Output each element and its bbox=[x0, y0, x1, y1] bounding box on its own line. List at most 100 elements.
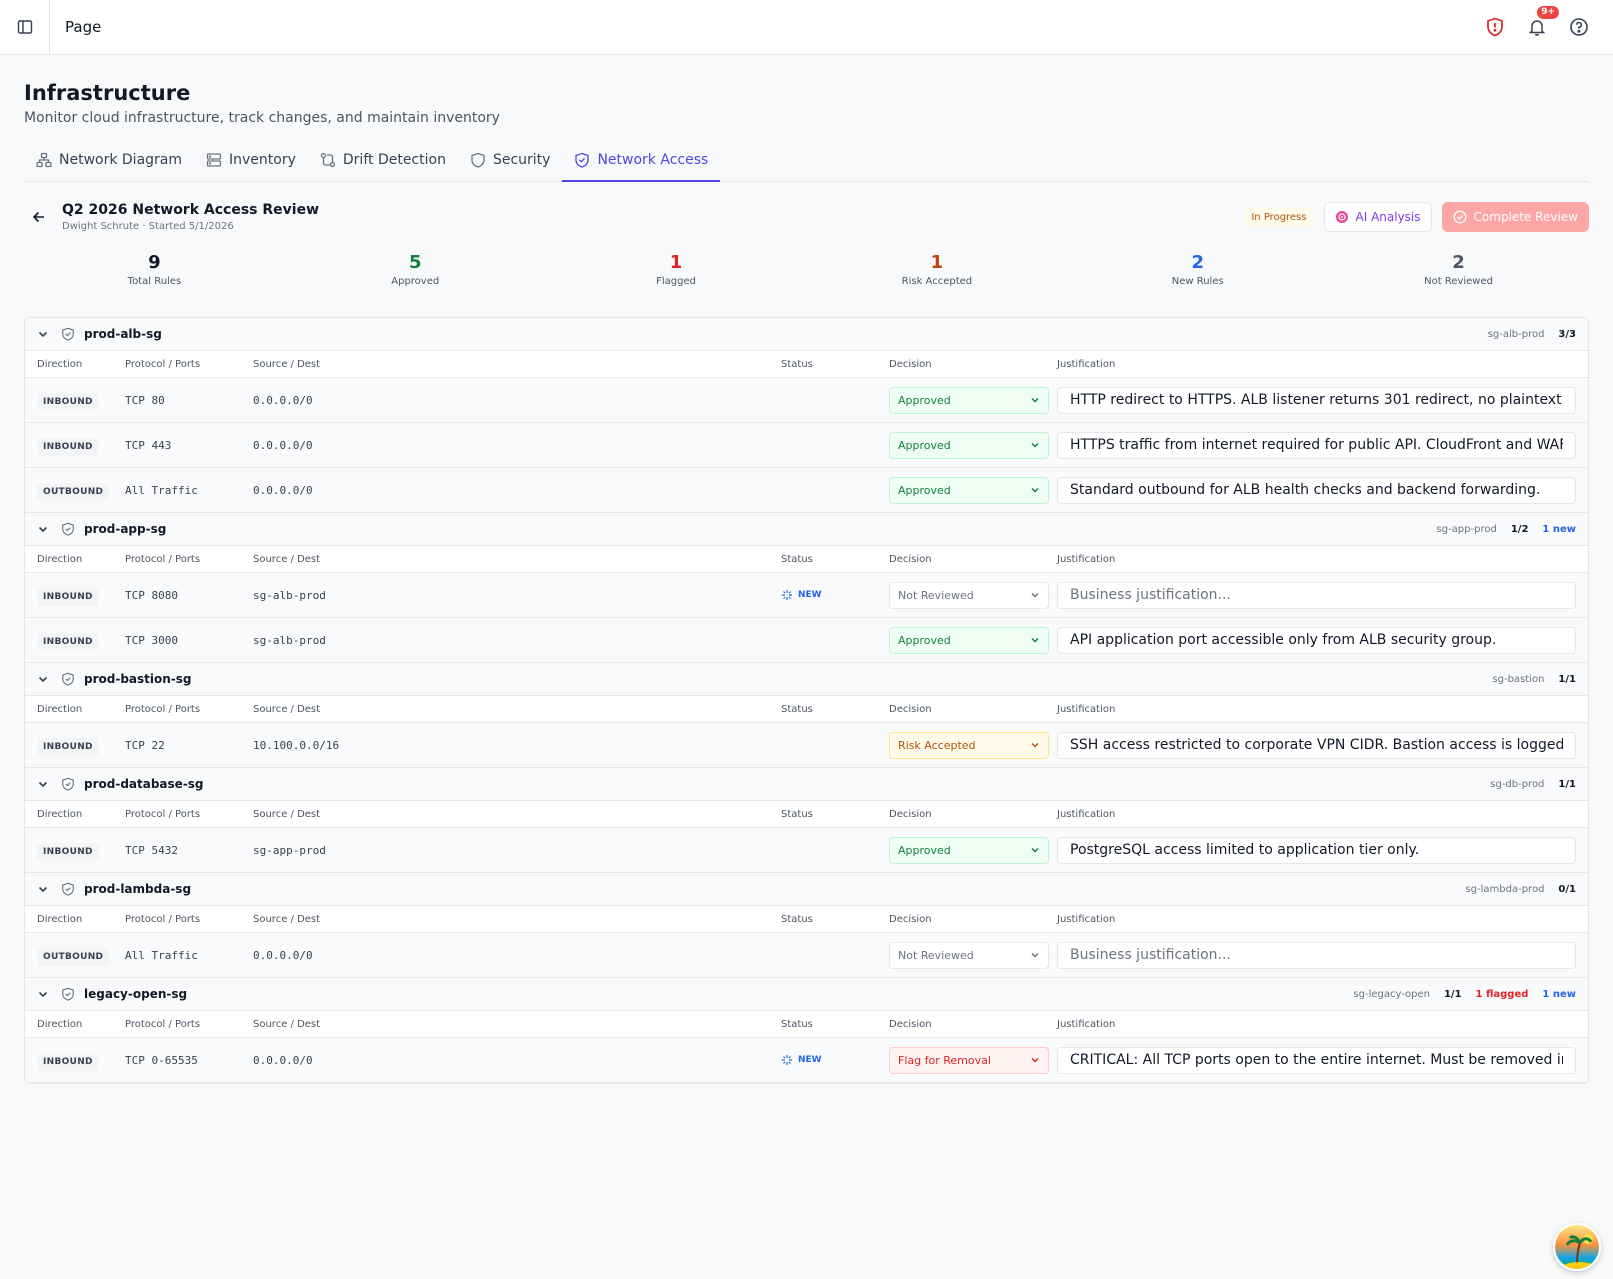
back-button[interactable] bbox=[24, 202, 54, 232]
rule-protocol: TCP 5432 bbox=[125, 843, 178, 857]
rule-row: INBOUND TCP 3000 sg-alb-prod Approved bbox=[25, 618, 1588, 663]
tab-drift-detection[interactable]: Drift Detection bbox=[308, 140, 458, 182]
group-shield bbox=[61, 987, 75, 1001]
security-group-list: prod-alb-sg sg-alb-prod 3/3 Direction Protoc… bbox=[24, 317, 1589, 1084]
group-shield bbox=[61, 327, 75, 341]
group-shield bbox=[61, 522, 75, 536]
tab-inventory[interactable]: Inventory bbox=[194, 140, 308, 182]
col-decision: Decision bbox=[889, 1018, 932, 1030]
justification-input[interactable] bbox=[1057, 941, 1576, 969]
security-group-header[interactable]: prod-app-sg sg-app-prod 1/2 1 new bbox=[25, 513, 1588, 546]
tab-network-access[interactable]: Network Access bbox=[562, 140, 721, 182]
chevron-down-icon bbox=[1031, 952, 1039, 958]
stat-label: Flagged bbox=[656, 276, 696, 287]
col-direction: Direction bbox=[37, 1018, 83, 1030]
decision-select[interactable]: Approved bbox=[889, 386, 1049, 414]
col-justification: Justification bbox=[1057, 913, 1116, 925]
security-group-header[interactable]: prod-bastion-sg sg-bastion 1/1 bbox=[25, 663, 1588, 696]
tab-label: Network Access bbox=[597, 152, 709, 168]
collapse-toggle[interactable] bbox=[37, 988, 51, 1000]
direction-badge: INBOUND bbox=[37, 438, 99, 456]
collapse-toggle[interactable] bbox=[37, 523, 51, 535]
decision-select[interactable]: Not Reviewed bbox=[889, 941, 1049, 969]
shield-check-icon bbox=[62, 672, 74, 686]
assistant-avatar-button[interactable] bbox=[1553, 1223, 1601, 1271]
group-sg-id: sg-lambda-prod bbox=[1465, 883, 1545, 895]
justification-input[interactable] bbox=[1057, 626, 1576, 654]
complete-review-button[interactable]: Complete Review bbox=[1441, 202, 1589, 232]
group-name: prod-database-sg bbox=[84, 777, 204, 791]
tab-network-diagram[interactable]: Network Diagram bbox=[24, 140, 194, 182]
group-sg-id: sg-app-prod bbox=[1436, 523, 1497, 535]
decision-select[interactable]: Approved bbox=[889, 626, 1049, 654]
decision-select[interactable]: Risk Accepted bbox=[889, 731, 1049, 759]
security-group-header[interactable]: prod-alb-sg sg-alb-prod 3/3 bbox=[25, 318, 1588, 351]
table-header: Direction Protocol / Ports Source / Dest St… bbox=[25, 696, 1588, 723]
security-group: prod-app-sg sg-app-prod 1/2 1 new Direction P… bbox=[25, 513, 1588, 663]
col-direction: Direction bbox=[37, 553, 83, 565]
col-protocol: Protocol / Ports bbox=[125, 358, 201, 370]
justification-input[interactable] bbox=[1057, 836, 1576, 864]
complete-review-label: Complete Review bbox=[1473, 210, 1578, 224]
decision-select[interactable]: Approved bbox=[889, 836, 1049, 864]
sidebar-toggle-button[interactable] bbox=[0, 0, 50, 55]
collapse-toggle[interactable] bbox=[37, 328, 51, 340]
shield-check-icon bbox=[62, 882, 74, 896]
review-stats: 9 Total Rules 5 Approved 1 Flagged 1 Ris… bbox=[24, 252, 1589, 302]
network-icon bbox=[36, 152, 52, 168]
sidebar-toggle-icon bbox=[17, 20, 32, 34]
direction-badge: OUTBOUND bbox=[37, 948, 110, 966]
notifications-button[interactable]: 9+ bbox=[1525, 6, 1559, 39]
group-review-count: 3/3 bbox=[1558, 328, 1576, 340]
col-source: Source / Dest bbox=[253, 808, 321, 820]
justification-input[interactable] bbox=[1057, 386, 1576, 414]
direction-badge: INBOUND bbox=[37, 843, 99, 861]
rule-row: OUTBOUND All Traffic 0.0.0.0/0 Not Reviewed bbox=[25, 933, 1588, 978]
col-justification: Justification bbox=[1057, 1018, 1116, 1030]
sparkle-icon bbox=[782, 1054, 792, 1065]
rule-row: INBOUND TCP 5432 sg-app-prod Approved bbox=[25, 828, 1588, 873]
collapse-toggle[interactable] bbox=[37, 673, 51, 685]
new-label: NEW bbox=[798, 1054, 822, 1065]
shield-icon bbox=[471, 152, 485, 168]
group-review-count: 1/2 bbox=[1510, 523, 1529, 535]
check-circle-icon bbox=[1453, 210, 1466, 224]
group-shield bbox=[61, 882, 75, 896]
security-group-header[interactable]: prod-database-sg sg-db-prod 1/1 bbox=[25, 768, 1588, 801]
direction-badge: OUTBOUND bbox=[37, 483, 110, 501]
group-new-count: 1 new bbox=[1542, 523, 1576, 535]
justification-input[interactable] bbox=[1057, 731, 1576, 759]
collapse-toggle[interactable] bbox=[37, 778, 51, 790]
ai-analysis-button[interactable]: AI Analysis bbox=[1323, 202, 1432, 232]
new-label: NEW bbox=[798, 589, 822, 600]
direction-badge: INBOUND bbox=[37, 393, 99, 411]
chevron-down-icon bbox=[1031, 742, 1039, 748]
help-button[interactable] bbox=[1567, 15, 1591, 39]
justification-input[interactable] bbox=[1057, 581, 1576, 609]
security-group-header[interactable]: legacy-open-sg sg-legacy-open 1/1 1 flagged… bbox=[25, 978, 1588, 1011]
rule-source: sg-alb-prod bbox=[253, 633, 326, 647]
security-group-header[interactable]: prod-lambda-sg sg-lambda-prod 0/1 bbox=[25, 873, 1588, 906]
justification-input[interactable] bbox=[1057, 476, 1576, 504]
decision-select[interactable]: Not Reviewed bbox=[889, 581, 1049, 609]
col-status: Status bbox=[781, 703, 813, 715]
shield-check-icon bbox=[575, 152, 590, 168]
decision-select[interactable]: Approved bbox=[889, 431, 1049, 459]
tab-security[interactable]: Security bbox=[458, 140, 563, 182]
justification-input[interactable] bbox=[1057, 1046, 1576, 1074]
stat-approved: 5 Approved bbox=[285, 252, 546, 302]
security-group: prod-alb-sg sg-alb-prod 3/3 Direction Protoc… bbox=[25, 318, 1588, 513]
col-direction: Direction bbox=[37, 808, 83, 820]
security-alert-button[interactable] bbox=[1483, 15, 1507, 39]
justification-input[interactable] bbox=[1057, 431, 1576, 459]
rule-protocol: All Traffic bbox=[125, 948, 198, 962]
tab-label: Inventory bbox=[229, 152, 296, 168]
decision-select[interactable]: Approved bbox=[889, 476, 1049, 504]
collapse-toggle[interactable] bbox=[37, 883, 51, 895]
rule-source: sg-app-prod bbox=[253, 843, 326, 857]
decision-select[interactable]: Flag for Removal bbox=[889, 1046, 1049, 1074]
col-justification: Justification bbox=[1057, 553, 1116, 565]
decision-value: Approved bbox=[898, 483, 951, 497]
stat-value: 5 bbox=[408, 252, 422, 273]
drift-icon bbox=[320, 152, 336, 168]
